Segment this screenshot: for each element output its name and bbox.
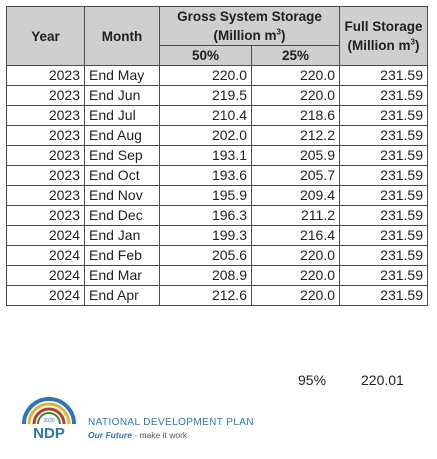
year-cell: 2023 <box>6 125 85 146</box>
month-cell: End Apr <box>84 285 160 306</box>
storage-25-cell: 220.0 <box>251 65 340 86</box>
summary-value: 220.01 <box>361 372 404 388</box>
full-storage-title: Full Storage <box>344 19 423 34</box>
month-cell: End Jan <box>84 225 160 246</box>
table-row: 2024 End Mar 208.9 220.0 231.59 <box>6 265 428 286</box>
full-storage-cell: 231.59 <box>339 65 428 86</box>
full-storage-cell: 231.59 <box>339 165 428 186</box>
ndp-tagline: Our Future - make it work <box>88 430 188 440</box>
full-storage-cell: 231.59 <box>339 105 428 126</box>
month-cell: End Oct <box>84 165 160 186</box>
full-storage-cell: 231.59 <box>339 85 428 106</box>
table-row: 2023 End Jul 210.4 218.6 231.59 <box>6 105 428 126</box>
storage-50-cell: 212.6 <box>159 285 252 306</box>
year-cell: 2024 <box>6 285 85 306</box>
storage-25-cell: 205.7 <box>251 165 340 186</box>
storage-25-cell: 205.9 <box>251 145 340 166</box>
storage-50-cell: 202.0 <box>159 125 252 146</box>
table-row: 2023 End Nov 195.9 209.4 231.59 <box>6 185 428 206</box>
month-cell: End Mar <box>84 265 160 286</box>
year-cell: 2024 <box>6 225 85 246</box>
full-storage-cell: 231.59 <box>339 205 428 226</box>
storage-50-cell: 195.9 <box>159 185 252 206</box>
logo-year: 2030 <box>43 418 54 424</box>
month-cell: End Dec <box>84 205 160 226</box>
table-row: 2023 End Dec 196.3 211.2 231.59 <box>6 205 428 226</box>
storage-25-cell: 209.4 <box>251 185 340 206</box>
storage-25-cell: 220.0 <box>251 265 340 286</box>
storage-50-cell: 196.3 <box>159 205 252 226</box>
storage-50-cell: 210.4 <box>159 105 252 126</box>
summary-percent: 95% <box>298 372 327 388</box>
storage-50-cell: 220.0 <box>159 65 252 86</box>
storage-25-cell: 220.0 <box>251 245 340 266</box>
table-row: 2024 End Apr 212.6 220.0 231.59 <box>6 285 428 306</box>
storage-25-cell: 220.0 <box>251 85 340 106</box>
year-cell: 2023 <box>6 165 85 186</box>
month-cell: End Sep <box>84 145 160 166</box>
month-cell: End Jun <box>84 85 160 106</box>
full-storage-cell: 231.59 <box>339 245 428 266</box>
table-row: 2024 End Feb 205.6 220.0 231.59 <box>6 245 428 266</box>
month-cell: End Feb <box>84 245 160 266</box>
table-row: 2023 End May 220.0 220.0 231.59 <box>6 65 428 86</box>
ndp-logo-icon: 2030 NDP <box>18 394 80 450</box>
gross-storage-unit: (Million m3) <box>213 27 286 43</box>
storage-50-cell: 219.5 <box>159 85 252 106</box>
year-cell: 2023 <box>6 85 85 106</box>
ndp-name: NATIONAL DEVELOPMENT PLAN <box>88 417 254 428</box>
storage-25-cell: 220.0 <box>251 285 340 306</box>
col-50-header: 50% <box>159 45 252 66</box>
table-row: 2023 End Oct 193.6 205.7 231.59 <box>6 165 428 186</box>
storage-50-cell: 193.6 <box>159 165 252 186</box>
summary-row: 95% 220.01 <box>0 372 437 390</box>
gross-storage-title: Gross System Storage <box>177 9 322 24</box>
month-cell: End Jul <box>84 105 160 126</box>
year-cell: 2023 <box>6 205 85 226</box>
storage-25-cell: 216.4 <box>251 225 340 246</box>
month-cell: End May <box>84 65 160 86</box>
full-storage-cell: 231.59 <box>339 285 428 306</box>
storage-50-cell: 208.9 <box>159 265 252 286</box>
year-cell: 2023 <box>6 65 85 86</box>
gross-storage-header: Gross System Storage (Million m3) <box>159 6 340 46</box>
year-cell: 2024 <box>6 265 85 286</box>
full-storage-header: Full Storage (Million m3) <box>339 6 428 66</box>
year-cell: 2023 <box>6 105 85 126</box>
year-header: Year <box>6 6 85 66</box>
year-cell: 2023 <box>6 145 85 166</box>
storage-50-cell: 205.6 <box>159 245 252 266</box>
col-25-header: 25% <box>251 45 340 66</box>
table-row: 2023 End Sep 193.1 205.9 231.59 <box>6 145 428 166</box>
storage-25-cell: 212.2 <box>251 125 340 146</box>
header-row: Year Month Gross System Storage (Million… <box>6 6 428 66</box>
storage-25-cell: 211.2 <box>251 205 340 226</box>
year-cell: 2024 <box>6 245 85 266</box>
storage-50-cell: 193.1 <box>159 145 252 166</box>
subheader-row: 50% 25% <box>7 45 428 66</box>
logo-mark: NDP <box>33 425 65 442</box>
month-cell: End Nov <box>84 185 160 206</box>
month-cell: End Aug <box>84 125 160 146</box>
storage-table: Year Month Gross System Storage (Million… <box>6 6 428 306</box>
full-storage-cell: 231.59 <box>339 125 428 146</box>
full-storage-unit: (Million m3) <box>347 37 420 53</box>
full-storage-cell: 231.59 <box>339 225 428 246</box>
ndp-branding: NATIONAL DEVELOPMENT PLAN Our Future - m… <box>88 417 254 440</box>
full-storage-cell: 231.59 <box>339 145 428 166</box>
table-row: 2023 End Jun 219.5 220.0 231.59 <box>6 85 428 106</box>
table-row: 2023 End Aug 202.0 212.2 231.59 <box>6 125 428 146</box>
month-header: Month <box>84 6 160 66</box>
full-storage-cell: 231.59 <box>339 185 428 206</box>
table-body: 2023 End May 220.0 220.0 231.59 2023 End Jun 21… <box>6 65 428 306</box>
storage-50-cell: 199.3 <box>159 225 252 246</box>
year-cell: 2023 <box>6 185 85 206</box>
storage-table-container: Year Month Gross System Storage (Million… <box>6 6 428 306</box>
storage-25-cell: 218.6 <box>251 105 340 126</box>
full-storage-cell: 231.59 <box>339 265 428 286</box>
table-row: 2024 End Jan 199.3 216.4 231.59 <box>6 225 428 246</box>
